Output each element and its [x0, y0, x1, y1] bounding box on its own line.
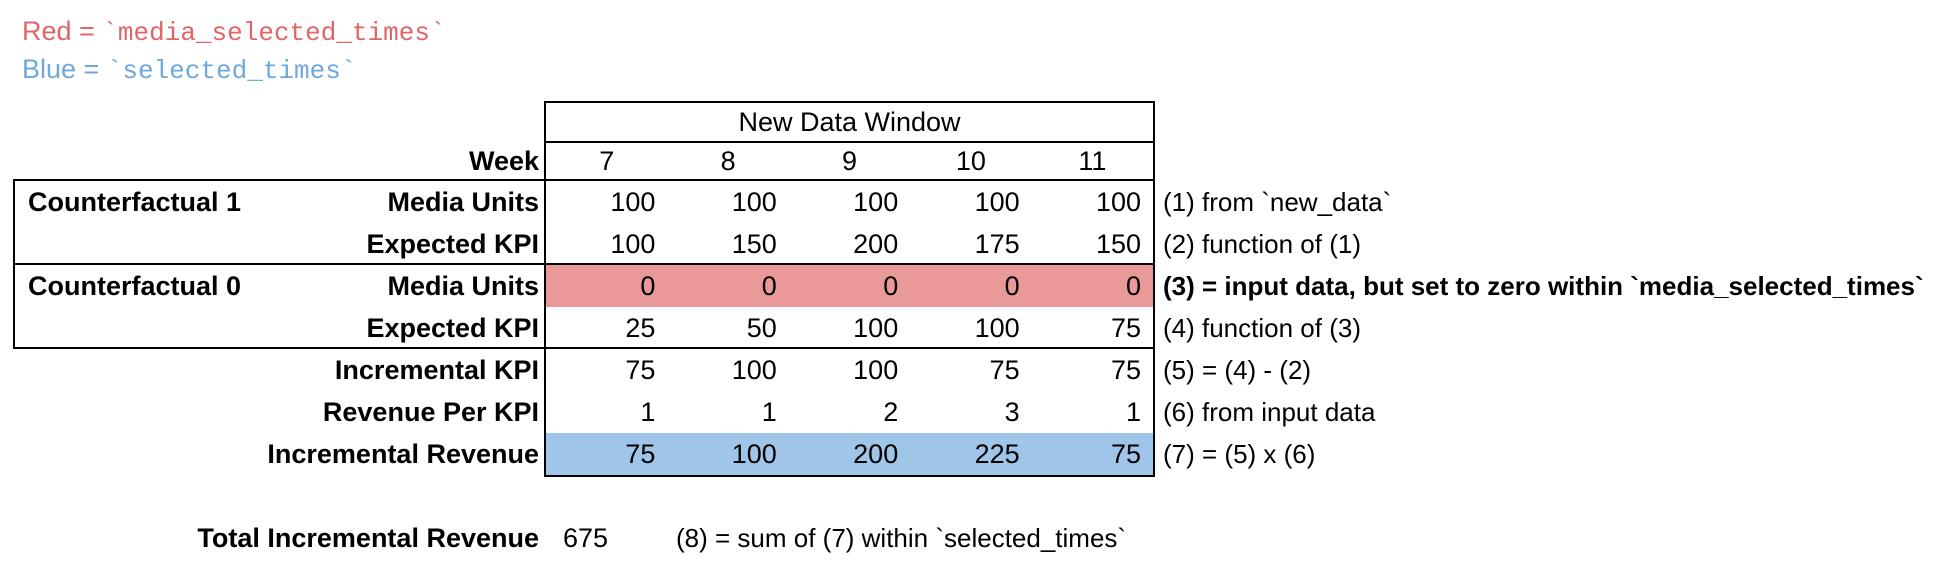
annotation-7: (7) = (5) x (6)	[1163, 439, 1316, 469]
table-cell: 50	[746, 313, 777, 343]
table-cell: 1	[761, 397, 777, 427]
table-border-line	[544, 101, 546, 477]
table-cell: 200	[853, 439, 899, 469]
red-highlight-row-fill	[546, 265, 1153, 307]
table-cell: 75	[1110, 313, 1142, 343]
table-border-line	[544, 475, 1155, 477]
legend-red-prefix: Red =	[22, 16, 103, 46]
legend-blue-prefix: Blue =	[22, 54, 107, 84]
week-numbers-row: 7 8 9 10 11	[546, 143, 1153, 179]
table-cell: 100	[610, 229, 656, 259]
table-border-line	[13, 263, 1155, 265]
table-cell: 100	[731, 355, 777, 385]
section-label-counterfactual-0: Counterfactual 0	[28, 271, 242, 301]
section-label-counterfactual-1: Counterfactual 1	[28, 187, 242, 217]
week-number: 9	[842, 146, 858, 176]
legend-red: Red = `media_selected_times`	[22, 16, 446, 48]
row-label-incremental-revenue: Incremental Revenue	[267, 439, 539, 469]
row-label-media-units-cf0: Media Units	[387, 271, 539, 301]
annotation-3: (3) = input data, but set to zero within…	[1163, 271, 1924, 301]
table-cell: 3	[1004, 397, 1020, 427]
table-cell: 100	[974, 313, 1020, 343]
legend-red-code: `media_selected_times`	[102, 18, 446, 48]
table-cell: 0	[761, 271, 777, 301]
table-cell: 150	[731, 229, 777, 259]
legend-blue-code: `selected_times`	[106, 56, 357, 86]
table-border-line	[1153, 101, 1155, 477]
table-cell: 100	[731, 187, 777, 217]
table-border-line	[544, 141, 1155, 143]
total-incremental-revenue-label: Total Incremental Revenue	[197, 523, 539, 553]
table-cell: 0	[1004, 271, 1020, 301]
table-cell: 75	[625, 439, 656, 469]
row-label-media-units-cf1: Media Units	[387, 187, 539, 217]
table-cell: 225	[974, 439, 1020, 469]
annotation-8: (8) = sum of (7) within `selected_times`	[676, 523, 1127, 553]
week-number: 7	[599, 146, 615, 176]
total-incremental-revenue-value: 675	[562, 523, 608, 553]
table-header-new-data-window: New Data Window	[738, 107, 961, 137]
week-number: 8	[720, 146, 736, 176]
table-border-line	[13, 347, 1155, 349]
table-cell: 75	[1110, 355, 1142, 385]
table-row: 100 100 100 100 100	[546, 181, 1153, 223]
row-label-incremental-kpi: Incremental KPI	[334, 355, 539, 385]
row-label-expected-kpi-cf0: Expected KPI	[366, 313, 539, 343]
legend-blue: Blue = `selected_times`	[22, 54, 356, 86]
table-cell: 100	[853, 313, 899, 343]
row-label-revenue-per-kpi: Revenue Per KPI	[322, 397, 539, 427]
blue-highlight-row-fill	[546, 433, 1153, 475]
table-cell: 75	[1110, 439, 1142, 469]
table-row-blue-highlight: 75 100 200 225 75	[546, 433, 1153, 475]
annotation-4: (4) function of (3)	[1163, 313, 1361, 343]
table-border-line	[13, 179, 15, 349]
annotation-5: (5) = (4) - (2)	[1163, 355, 1312, 385]
table-cell: 100	[974, 187, 1020, 217]
annotation-6: (6) from input data	[1163, 397, 1376, 427]
table-cell: 100	[853, 355, 899, 385]
table-cell: 0	[883, 271, 899, 301]
table-cell: 100	[853, 187, 899, 217]
table-cell: 75	[625, 355, 656, 385]
table-cell: 150	[1095, 229, 1142, 259]
annotation-2: (2) function of (1)	[1163, 229, 1361, 259]
table-row-red-highlight: 0 0 0 0 0	[546, 265, 1153, 307]
annotation-1: (1) from `new_data`	[1163, 187, 1392, 217]
table-cell: 1	[640, 397, 656, 427]
table-cell: 0	[640, 271, 656, 301]
table-row: 75 100 100 75 75	[546, 349, 1153, 391]
table-row: 1 1 2 3 1	[546, 391, 1153, 433]
table-cell: 25	[625, 313, 656, 343]
table-border-line	[544, 101, 1155, 103]
table-row: 100 150 200 175 150	[546, 223, 1153, 265]
table-cell: 100	[731, 439, 777, 469]
week-row-label: Week	[468, 146, 539, 176]
table-cell: 175	[974, 229, 1020, 259]
table-border-line	[13, 179, 1155, 181]
week-number: 11	[1078, 146, 1107, 176]
week-number: 10	[955, 146, 986, 176]
row-label-expected-kpi-cf1: Expected KPI	[366, 229, 539, 259]
table-cell: 0	[1126, 271, 1142, 301]
table-cell: 2	[883, 397, 899, 427]
table-cell: 200	[853, 229, 899, 259]
table-row: 25 50 100 100 75	[546, 307, 1153, 349]
table-cell: 75	[989, 355, 1020, 385]
table-cell: 100	[610, 187, 656, 217]
table-cell: 100	[1095, 187, 1142, 217]
table-cell: 1	[1126, 397, 1142, 427]
